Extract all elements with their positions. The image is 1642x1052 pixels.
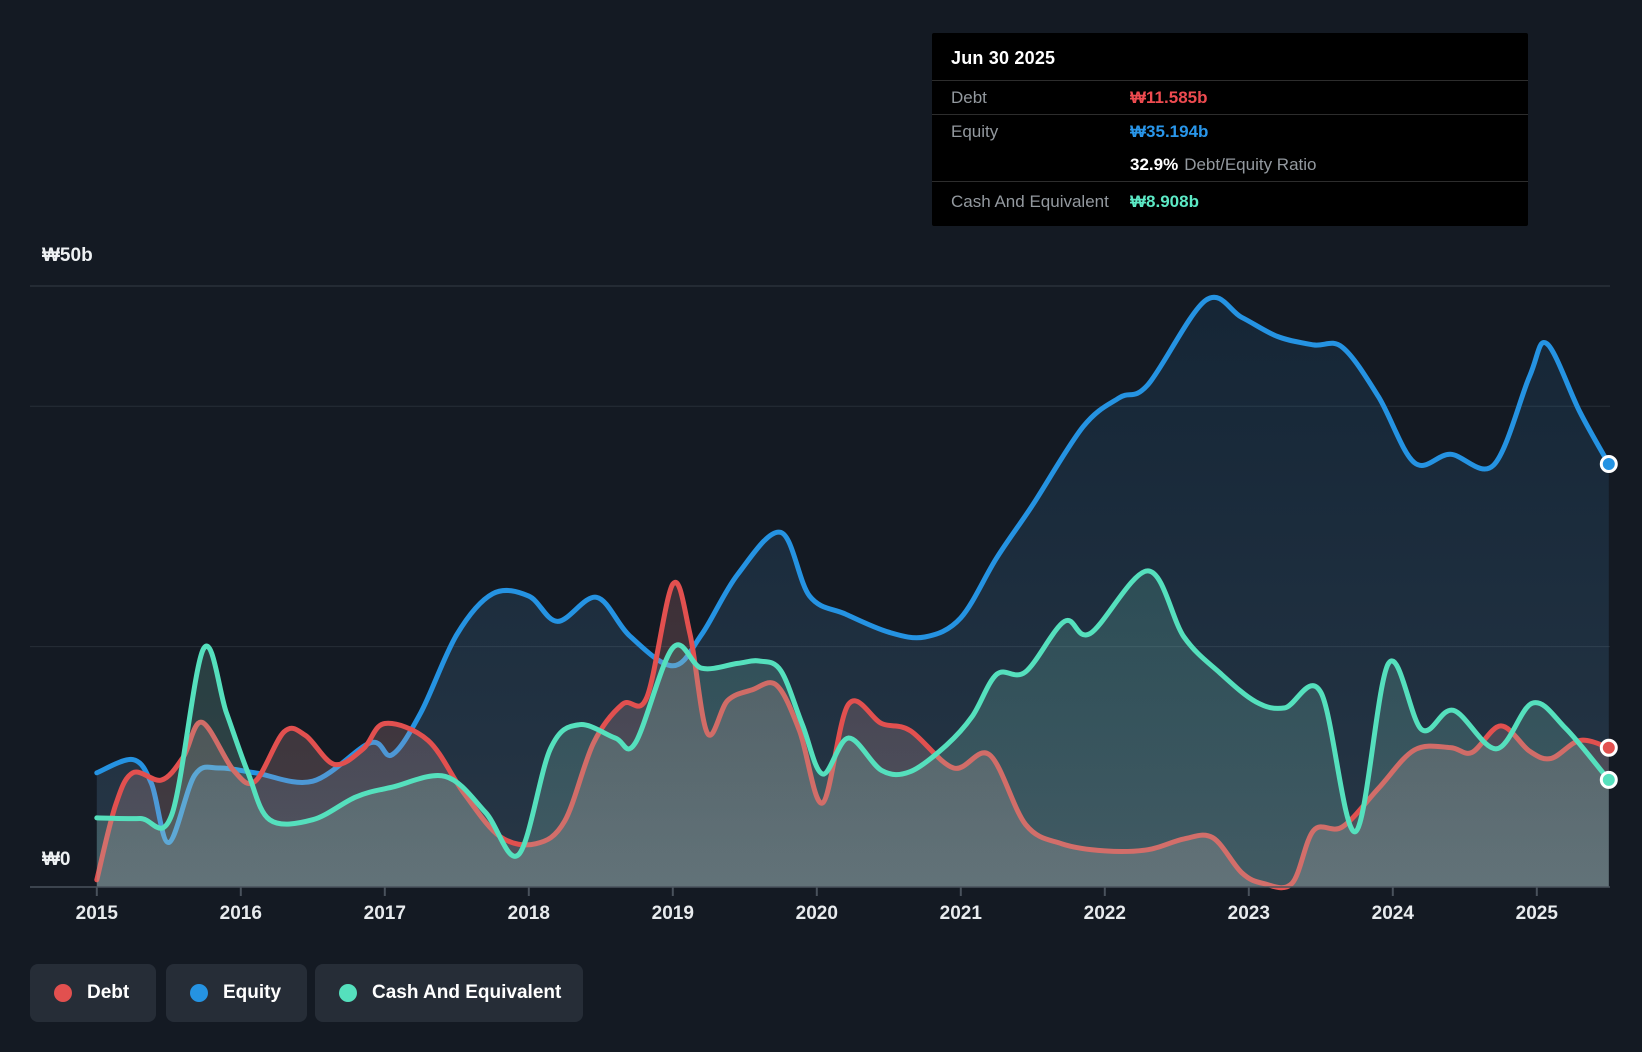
x-tick-label-2021: 2021 [940, 903, 983, 924]
legend-item-cash[interactable]: Cash And Equivalent [315, 964, 583, 1022]
legend-item-debt[interactable]: Debt [30, 964, 156, 1022]
x-axis: 2015 2016 2017 2018 2019 2020 2021 2022 2023 2024… [30, 886, 1610, 924]
x-tick-label-2025: 2025 [1516, 903, 1559, 924]
endpoint-marker-equity [1599, 454, 1618, 473]
x-tick-label-2020: 2020 [796, 903, 838, 924]
x-tick-label-2016: 2016 [220, 903, 262, 924]
tooltip-row-equity: Equity ₩35.194b [932, 114, 1528, 148]
tooltip-equity-value: ₩35.194b [1130, 122, 1209, 141]
legend-equity-label: Equity [223, 982, 282, 1003]
tooltip-row-ratio: 32.9% Debt/Equity Ratio [932, 148, 1528, 181]
tooltip-cash-label: Cash And Equivalent [951, 192, 1109, 211]
equity-dot-icon [190, 984, 208, 1002]
tooltip-cash-value: ₩8.908b [1130, 192, 1199, 211]
tooltip-ratio-value: 32.9% [1130, 155, 1179, 174]
legend-debt-label: Debt [87, 982, 130, 1003]
tooltip-ratio: 32.9% Debt/Equity Ratio [1130, 148, 1317, 181]
debt-dot-icon [54, 984, 72, 1002]
tooltip-date: Jun 30 2025 [951, 48, 1056, 68]
cash-dot-icon [339, 984, 357, 1002]
x-tick-label-2024: 2024 [1372, 903, 1415, 924]
tooltip-row-cash: Cash And Equivalent ₩8.908b [932, 181, 1528, 222]
x-tick-label-2015: 2015 [76, 903, 119, 924]
line-cash [94, 568, 1612, 859]
legend-item-equity[interactable]: Equity [166, 964, 307, 1022]
tooltip-equity-label: Equity [951, 122, 999, 141]
legend-cash-label: Cash And Equivalent [372, 982, 562, 1003]
endpoint-marker-debt [1599, 738, 1618, 757]
x-tick-label-2018: 2018 [508, 903, 550, 924]
x-tick-label-2023: 2023 [1228, 903, 1270, 924]
chart-tooltip: Jun 30 2025 Debt ₩11.585b Equity ₩35.194… [932, 33, 1528, 226]
x-tick-label-2019: 2019 [652, 903, 694, 924]
y-axis-label-zero: ₩0 [42, 849, 71, 870]
x-tick-label-2017: 2017 [364, 903, 406, 924]
tooltip-debt-label: Debt [951, 88, 987, 107]
y-axis-label-max: ₩50b [42, 245, 93, 266]
x-tick-label-2022: 2022 [1084, 903, 1126, 924]
tooltip-ratio-label: Debt/Equity Ratio [1184, 155, 1317, 174]
endpoint-marker-cash [1599, 770, 1618, 789]
tooltip-debt-value: ₩11.585b [1130, 88, 1208, 107]
area-cash [96, 570, 1609, 887]
tooltip-row-debt: Debt ₩11.585b [932, 80, 1528, 114]
